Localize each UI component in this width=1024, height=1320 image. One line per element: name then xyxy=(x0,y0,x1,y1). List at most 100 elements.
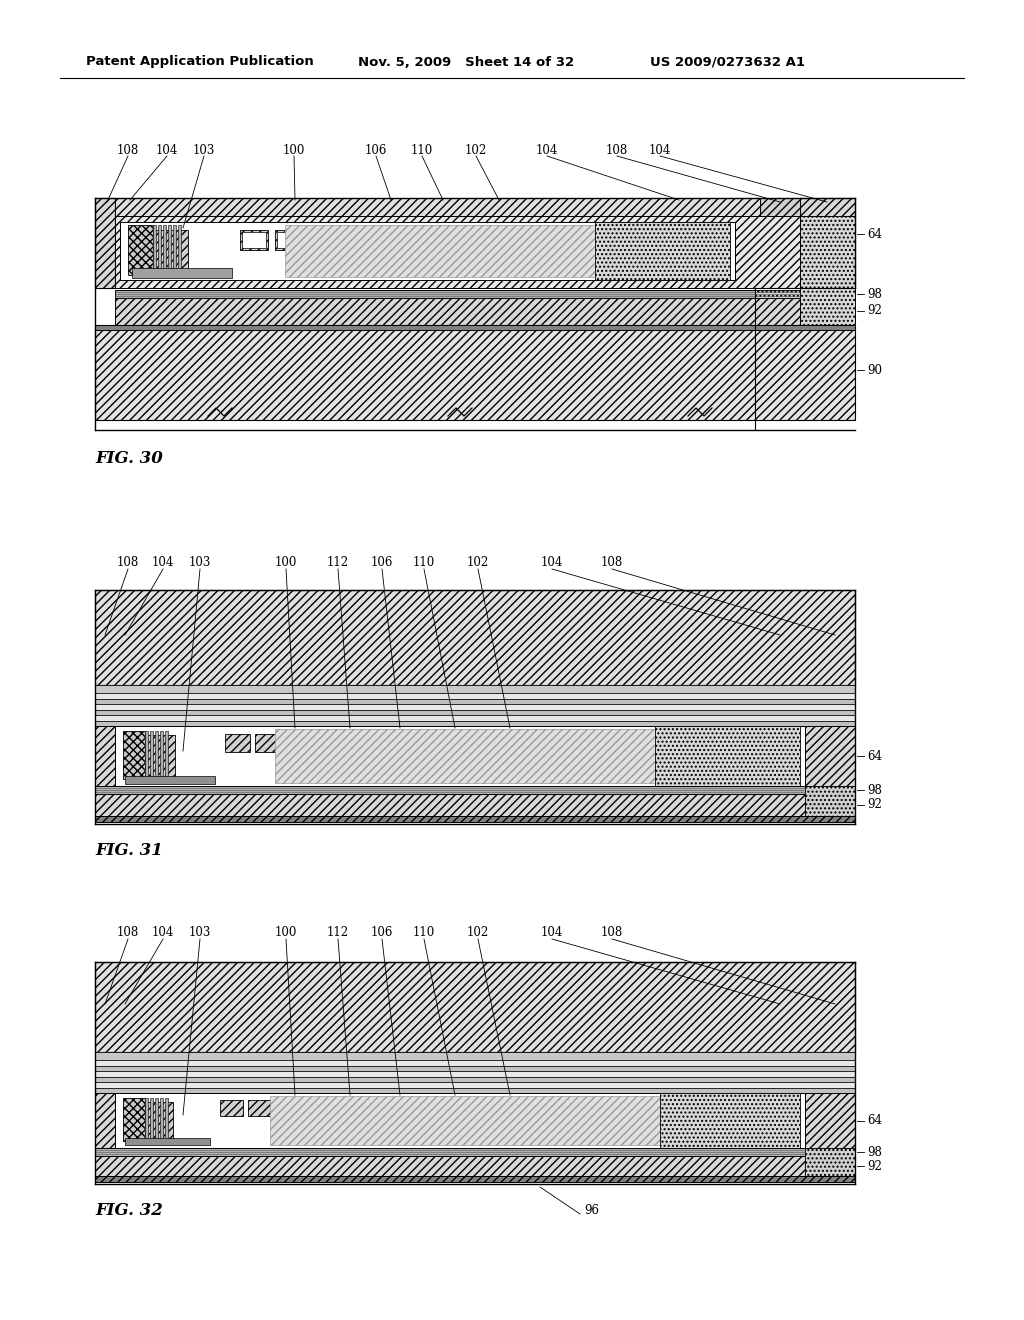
Bar xyxy=(275,230,303,249)
Bar xyxy=(240,230,268,249)
Bar xyxy=(248,1100,271,1115)
Text: 102: 102 xyxy=(467,925,489,939)
Bar xyxy=(95,198,855,430)
Bar xyxy=(95,816,855,822)
Text: 98: 98 xyxy=(867,1146,882,1159)
Text: 106: 106 xyxy=(371,925,393,939)
Text: 104: 104 xyxy=(536,144,558,157)
Bar xyxy=(95,721,855,726)
Bar xyxy=(115,726,805,785)
Bar xyxy=(95,785,805,795)
Bar xyxy=(800,198,855,288)
Bar xyxy=(95,795,805,816)
Bar xyxy=(242,232,266,248)
Text: 90: 90 xyxy=(867,363,882,376)
Text: 64: 64 xyxy=(867,227,882,240)
Bar xyxy=(660,1093,800,1148)
Text: 108: 108 xyxy=(117,144,139,157)
Bar xyxy=(155,1098,158,1140)
Bar xyxy=(95,1088,855,1093)
Bar xyxy=(153,230,188,272)
Bar xyxy=(178,224,181,275)
Text: 104: 104 xyxy=(649,144,671,157)
Bar xyxy=(145,735,175,777)
Text: 64: 64 xyxy=(867,750,882,763)
Bar xyxy=(95,325,855,420)
Bar xyxy=(115,290,800,298)
Text: 108: 108 xyxy=(606,144,628,157)
Bar xyxy=(95,198,115,288)
Bar xyxy=(95,1082,855,1088)
Text: 112: 112 xyxy=(327,925,349,939)
Bar xyxy=(168,224,171,275)
Bar xyxy=(805,1093,855,1148)
Text: 106: 106 xyxy=(371,556,393,569)
Bar xyxy=(255,734,280,752)
Bar xyxy=(95,1176,855,1181)
Text: Patent Application Publication: Patent Application Publication xyxy=(86,55,313,69)
Bar xyxy=(95,700,855,704)
Bar xyxy=(95,325,855,330)
Bar xyxy=(95,1052,855,1060)
Bar xyxy=(115,1093,805,1148)
Text: 92: 92 xyxy=(867,799,882,812)
Text: 110: 110 xyxy=(413,925,435,939)
Text: 103: 103 xyxy=(188,925,211,939)
Text: 92: 92 xyxy=(867,1159,882,1172)
Bar xyxy=(150,731,153,779)
Text: FIG. 31: FIG. 31 xyxy=(95,842,163,859)
Bar xyxy=(770,726,805,785)
Bar xyxy=(158,224,161,275)
Bar xyxy=(120,222,735,280)
Bar xyxy=(805,1148,855,1176)
Text: 110: 110 xyxy=(411,144,433,157)
Text: 110: 110 xyxy=(413,556,435,569)
Text: 108: 108 xyxy=(601,925,624,939)
Bar xyxy=(123,1098,145,1140)
Bar xyxy=(800,216,855,325)
Bar xyxy=(153,224,156,275)
Bar xyxy=(760,198,800,216)
Bar xyxy=(125,776,215,784)
Bar xyxy=(165,731,168,779)
Text: 98: 98 xyxy=(867,288,882,301)
Text: FIG. 32: FIG. 32 xyxy=(95,1203,163,1218)
Bar xyxy=(95,693,855,700)
Bar xyxy=(160,1098,163,1140)
Bar xyxy=(95,1060,855,1067)
Bar xyxy=(95,685,855,693)
Bar xyxy=(95,1148,805,1156)
Text: 106: 106 xyxy=(365,144,387,157)
Bar xyxy=(95,1093,115,1148)
Bar xyxy=(95,715,855,721)
Text: 100: 100 xyxy=(283,144,305,157)
Bar xyxy=(160,731,163,779)
Bar xyxy=(95,1156,805,1176)
Text: Nov. 5, 2009   Sheet 14 of 32: Nov. 5, 2009 Sheet 14 of 32 xyxy=(358,55,574,69)
Text: 98: 98 xyxy=(867,784,882,796)
Bar xyxy=(220,1100,243,1115)
Bar xyxy=(805,785,855,816)
Text: 92: 92 xyxy=(867,305,882,318)
Bar xyxy=(595,222,730,280)
Bar xyxy=(128,224,153,275)
Bar xyxy=(125,1138,210,1144)
Text: 103: 103 xyxy=(193,144,215,157)
Bar xyxy=(115,198,760,216)
Bar xyxy=(115,216,800,288)
Text: 104: 104 xyxy=(156,144,178,157)
Bar xyxy=(173,224,176,275)
Bar xyxy=(145,1098,148,1140)
Text: 104: 104 xyxy=(152,925,174,939)
Bar xyxy=(655,726,800,785)
Bar xyxy=(123,731,145,779)
Bar xyxy=(163,224,166,275)
Bar xyxy=(95,962,855,1052)
Text: 102: 102 xyxy=(465,144,487,157)
Text: 112: 112 xyxy=(327,556,349,569)
Text: FIG. 30: FIG. 30 xyxy=(95,450,163,467)
Text: 102: 102 xyxy=(467,556,489,569)
Bar xyxy=(115,298,800,325)
Bar xyxy=(270,1096,760,1144)
Bar xyxy=(760,198,800,216)
